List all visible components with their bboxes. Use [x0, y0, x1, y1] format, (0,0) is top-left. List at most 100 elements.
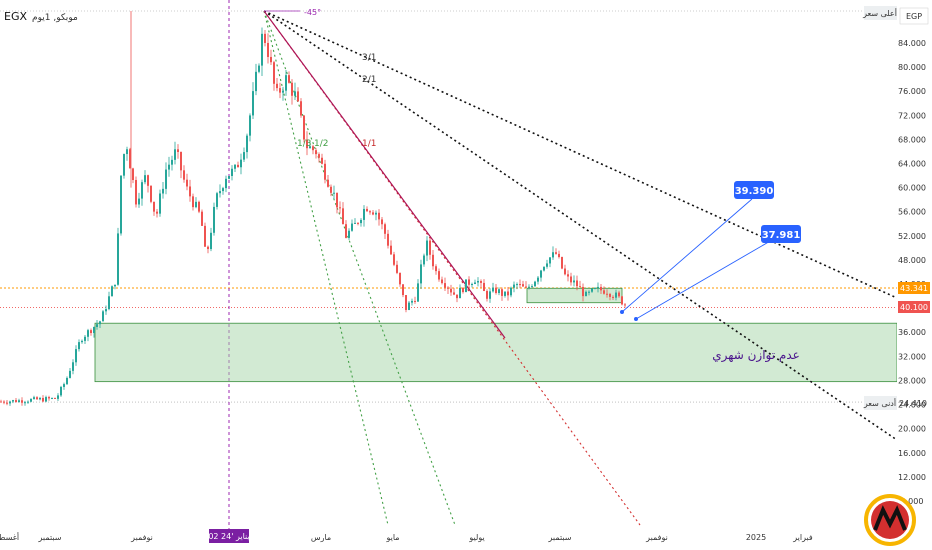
price-tick: 48.000 — [898, 256, 926, 265]
candle-body — [129, 149, 131, 169]
candle-body — [156, 211, 158, 214]
candle-body — [480, 281, 482, 283]
zone-label: عدم توازن شهري — [712, 348, 800, 363]
candle-body — [291, 82, 293, 96]
candle-body — [30, 399, 32, 402]
price-tick: 64.000 — [898, 160, 926, 169]
candle-body — [273, 62, 275, 84]
candle-body — [6, 402, 8, 404]
time-tick: فبراير — [792, 533, 813, 542]
candle-body — [330, 186, 332, 193]
candle-body — [147, 175, 149, 186]
candle-body — [537, 277, 539, 282]
red-level-badge — [898, 301, 930, 313]
candle-body — [414, 300, 416, 302]
candle-body — [546, 263, 548, 267]
candle-body — [564, 268, 566, 275]
candle-body — [327, 179, 329, 187]
candle-body — [300, 101, 302, 116]
candle-body — [60, 386, 62, 396]
candle-body — [465, 279, 467, 293]
candle-body — [309, 146, 311, 149]
candle-body — [186, 179, 188, 187]
candle-body — [72, 362, 74, 371]
candle-body — [75, 349, 77, 363]
candle-body — [189, 186, 191, 197]
high-label: أعلى سعر — [862, 8, 897, 18]
zone-rect — [94, 322, 898, 383]
candle-body — [18, 400, 20, 403]
candle-body — [519, 284, 521, 286]
candle-body — [384, 224, 386, 234]
candle-body — [111, 286, 113, 297]
candle-body — [201, 211, 203, 226]
candle-body — [432, 254, 434, 267]
candle-body — [288, 75, 290, 83]
candle-body — [492, 287, 494, 292]
candle-body — [96, 324, 98, 327]
candle-body — [612, 296, 614, 298]
price-tick: 16.000 — [898, 449, 926, 458]
candle-body — [501, 289, 503, 296]
candle-body — [264, 33, 266, 43]
time-tick: نوفمبر — [645, 533, 668, 542]
currency-badge-box — [899, 7, 929, 25]
candle-body — [69, 370, 71, 378]
price-axis-ticks: 84.000 80.000 76.000 72.000 68.000 64.000 60.0… — [898, 39, 926, 506]
time-tick: مارس — [311, 533, 331, 542]
candle-body — [48, 397, 50, 399]
fan-label-1-3: 1/3 — [297, 139, 311, 149]
candle-body — [120, 175, 122, 234]
target-box-1 — [734, 181, 774, 199]
reference-lines — [0, 0, 897, 529]
candle-body — [540, 270, 542, 278]
candle-body — [63, 384, 65, 387]
candle-body — [462, 287, 464, 293]
fan-label-1-2: 1/2 — [314, 139, 328, 149]
candle-body — [171, 159, 173, 165]
candle-body — [555, 252, 557, 254]
candle-body — [162, 188, 164, 194]
candle-body — [192, 196, 194, 208]
projection-line-2 — [635, 239, 773, 320]
price-axis-panel[interactable] — [897, 0, 932, 550]
candle-body — [441, 279, 443, 284]
fan-line-3-1 — [263, 10, 898, 299]
candle-body — [207, 246, 209, 250]
candle-body — [240, 159, 242, 168]
candle-body — [297, 91, 299, 102]
small-zone-rect — [526, 287, 623, 304]
orange-level-value: 43.341 — [900, 284, 928, 293]
candle-body — [375, 212, 377, 215]
fan-line-1-3 — [263, 10, 389, 526]
candle-body — [0, 401, 2, 403]
candle-body — [99, 321, 101, 325]
candle-body — [51, 397, 53, 399]
candle-body — [558, 253, 560, 258]
price-tick: 8.000 — [901, 497, 924, 506]
time-highlight-box — [209, 529, 249, 543]
time-tick: مايو — [385, 533, 399, 542]
price-tick: 56.000 — [898, 208, 926, 217]
target-box-2 — [761, 225, 801, 243]
candle-body — [456, 294, 458, 299]
candle-body — [426, 240, 428, 256]
price-tick: 84.000 — [898, 39, 926, 48]
candle-body — [12, 400, 14, 402]
candle-body — [408, 302, 410, 310]
candle-body — [522, 284, 524, 287]
candle-body — [144, 175, 146, 183]
time-tick: نوفمبر — [130, 533, 153, 542]
candle-body — [183, 170, 185, 180]
candle-body — [345, 224, 347, 238]
candle-body — [195, 201, 197, 208]
candle-body — [123, 154, 125, 176]
candle-body — [150, 185, 152, 202]
candle-body — [468, 279, 470, 285]
imbalance-zone — [94, 287, 898, 383]
price-tick: 32.000 — [898, 352, 926, 361]
candle-body — [516, 284, 518, 286]
candle-body — [270, 56, 272, 63]
chart-header-symbol: EGX — [4, 10, 27, 23]
